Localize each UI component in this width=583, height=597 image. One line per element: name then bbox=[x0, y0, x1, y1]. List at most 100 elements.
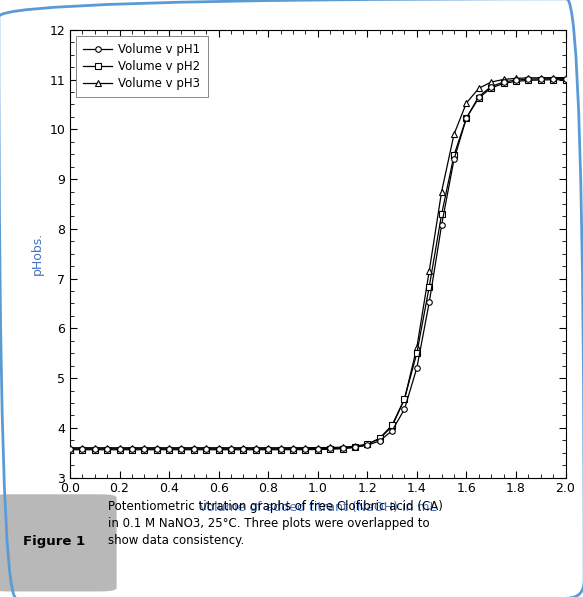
Volume v pH1 bbox=[388, 427, 395, 435]
Volume v pH2 bbox=[252, 446, 259, 453]
Volume v pH2 bbox=[128, 446, 135, 453]
Volume v pH2 bbox=[364, 441, 371, 448]
Volume v pH1 bbox=[153, 445, 160, 453]
Volume v pH3 bbox=[451, 131, 458, 138]
Volume v pH3 bbox=[265, 444, 272, 451]
Volume v pH1 bbox=[413, 364, 420, 371]
Volume v pH1 bbox=[438, 221, 445, 229]
Volume v pH3 bbox=[166, 444, 173, 451]
Y-axis label: pHobs.: pHobs. bbox=[31, 232, 44, 275]
Volume v pH1 bbox=[116, 445, 123, 453]
Volume v pH3 bbox=[116, 444, 123, 451]
Volume v pH2 bbox=[190, 446, 197, 453]
Volume v pH2 bbox=[426, 283, 433, 290]
Volume v pH2 bbox=[79, 446, 86, 453]
Volume v pH2 bbox=[525, 77, 532, 84]
Volume v pH3 bbox=[352, 442, 359, 450]
Volume v pH2 bbox=[550, 76, 557, 84]
Volume v pH3 bbox=[413, 344, 420, 351]
Volume v pH3 bbox=[91, 444, 98, 451]
Volume v pH1 bbox=[178, 445, 185, 453]
Volume v pH3 bbox=[376, 435, 383, 442]
Volume v pH2 bbox=[500, 80, 507, 87]
Volume v pH3 bbox=[227, 444, 234, 451]
Volume v pH1 bbox=[339, 445, 346, 452]
FancyBboxPatch shape bbox=[0, 494, 117, 592]
Volume v pH2 bbox=[153, 446, 160, 453]
Volume v pH1 bbox=[79, 445, 86, 453]
Legend: Volume v pH1, Volume v pH2, Volume v pH3: Volume v pH1, Volume v pH2, Volume v pH3 bbox=[76, 36, 208, 97]
Volume v pH2 bbox=[487, 84, 494, 91]
Volume v pH3 bbox=[277, 444, 284, 451]
Volume v pH3 bbox=[178, 444, 185, 451]
Volume v pH1 bbox=[512, 76, 519, 84]
Text: Potentiometric titration graphs of free Clofibric acid (CA)
in 0.1 M NaNO3, 25°C: Potentiometric titration graphs of free … bbox=[108, 500, 442, 547]
Volume v pH2 bbox=[215, 446, 222, 453]
Volume v pH2 bbox=[413, 349, 420, 356]
Volume v pH2 bbox=[289, 446, 296, 453]
Volume v pH3 bbox=[215, 444, 222, 451]
Volume v pH3 bbox=[388, 423, 395, 430]
Volume v pH1 bbox=[302, 445, 309, 453]
Line: Volume v pH2: Volume v pH2 bbox=[67, 77, 568, 453]
Volume v pH1 bbox=[227, 445, 234, 453]
Volume v pH2 bbox=[562, 76, 569, 83]
Volume v pH3 bbox=[141, 444, 148, 451]
Volume v pH1 bbox=[364, 442, 371, 449]
Text: Figure 1: Figure 1 bbox=[23, 536, 85, 548]
Volume v pH2 bbox=[538, 76, 545, 84]
Volume v pH3 bbox=[190, 444, 197, 451]
Volume v pH3 bbox=[500, 76, 507, 83]
Volume v pH1 bbox=[215, 445, 222, 453]
Volume v pH3 bbox=[512, 75, 519, 82]
Volume v pH2 bbox=[277, 446, 284, 453]
Volume v pH2 bbox=[352, 444, 359, 451]
Volume v pH3 bbox=[203, 444, 210, 451]
Volume v pH2 bbox=[339, 445, 346, 453]
Volume v pH2 bbox=[512, 78, 519, 85]
Volume v pH3 bbox=[538, 74, 545, 81]
Volume v pH1 bbox=[487, 83, 494, 90]
Volume v pH2 bbox=[401, 395, 408, 402]
Volume v pH1 bbox=[326, 445, 333, 452]
Volume v pH1 bbox=[277, 445, 284, 453]
Volume v pH1 bbox=[401, 406, 408, 413]
Volume v pH1 bbox=[538, 75, 545, 82]
Volume v pH3 bbox=[475, 85, 482, 92]
Volume v pH1 bbox=[289, 445, 296, 453]
Volume v pH1 bbox=[252, 445, 259, 453]
Volume v pH2 bbox=[388, 421, 395, 429]
Volume v pH1 bbox=[265, 445, 272, 453]
Volume v pH2 bbox=[203, 446, 210, 453]
Volume v pH2 bbox=[438, 211, 445, 218]
Volume v pH2 bbox=[475, 94, 482, 101]
Volume v pH3 bbox=[289, 444, 296, 451]
Volume v pH1 bbox=[376, 437, 383, 444]
Volume v pH3 bbox=[240, 444, 247, 451]
Volume v pH1 bbox=[426, 299, 433, 306]
Volume v pH1 bbox=[562, 75, 569, 82]
Volume v pH3 bbox=[326, 444, 333, 451]
Volume v pH1 bbox=[240, 445, 247, 453]
Volume v pH3 bbox=[128, 444, 135, 451]
Volume v pH3 bbox=[525, 75, 532, 82]
Volume v pH2 bbox=[166, 446, 173, 453]
Volume v pH2 bbox=[314, 446, 321, 453]
Volume v pH1 bbox=[451, 156, 458, 163]
Volume v pH3 bbox=[252, 444, 259, 451]
Volume v pH3 bbox=[550, 74, 557, 81]
Volume v pH3 bbox=[401, 396, 408, 403]
Volume v pH2 bbox=[178, 446, 185, 453]
Volume v pH1 bbox=[104, 445, 111, 453]
Volume v pH1 bbox=[66, 445, 73, 453]
Volume v pH2 bbox=[66, 446, 73, 453]
Volume v pH3 bbox=[339, 444, 346, 451]
Volume v pH3 bbox=[153, 444, 160, 451]
Volume v pH2 bbox=[227, 446, 234, 453]
Volume v pH2 bbox=[326, 446, 333, 453]
Volume v pH3 bbox=[66, 444, 73, 451]
Volume v pH1 bbox=[314, 445, 321, 452]
Volume v pH1 bbox=[190, 445, 197, 453]
Volume v pH3 bbox=[426, 267, 433, 275]
Line: Volume v pH3: Volume v pH3 bbox=[67, 75, 568, 451]
